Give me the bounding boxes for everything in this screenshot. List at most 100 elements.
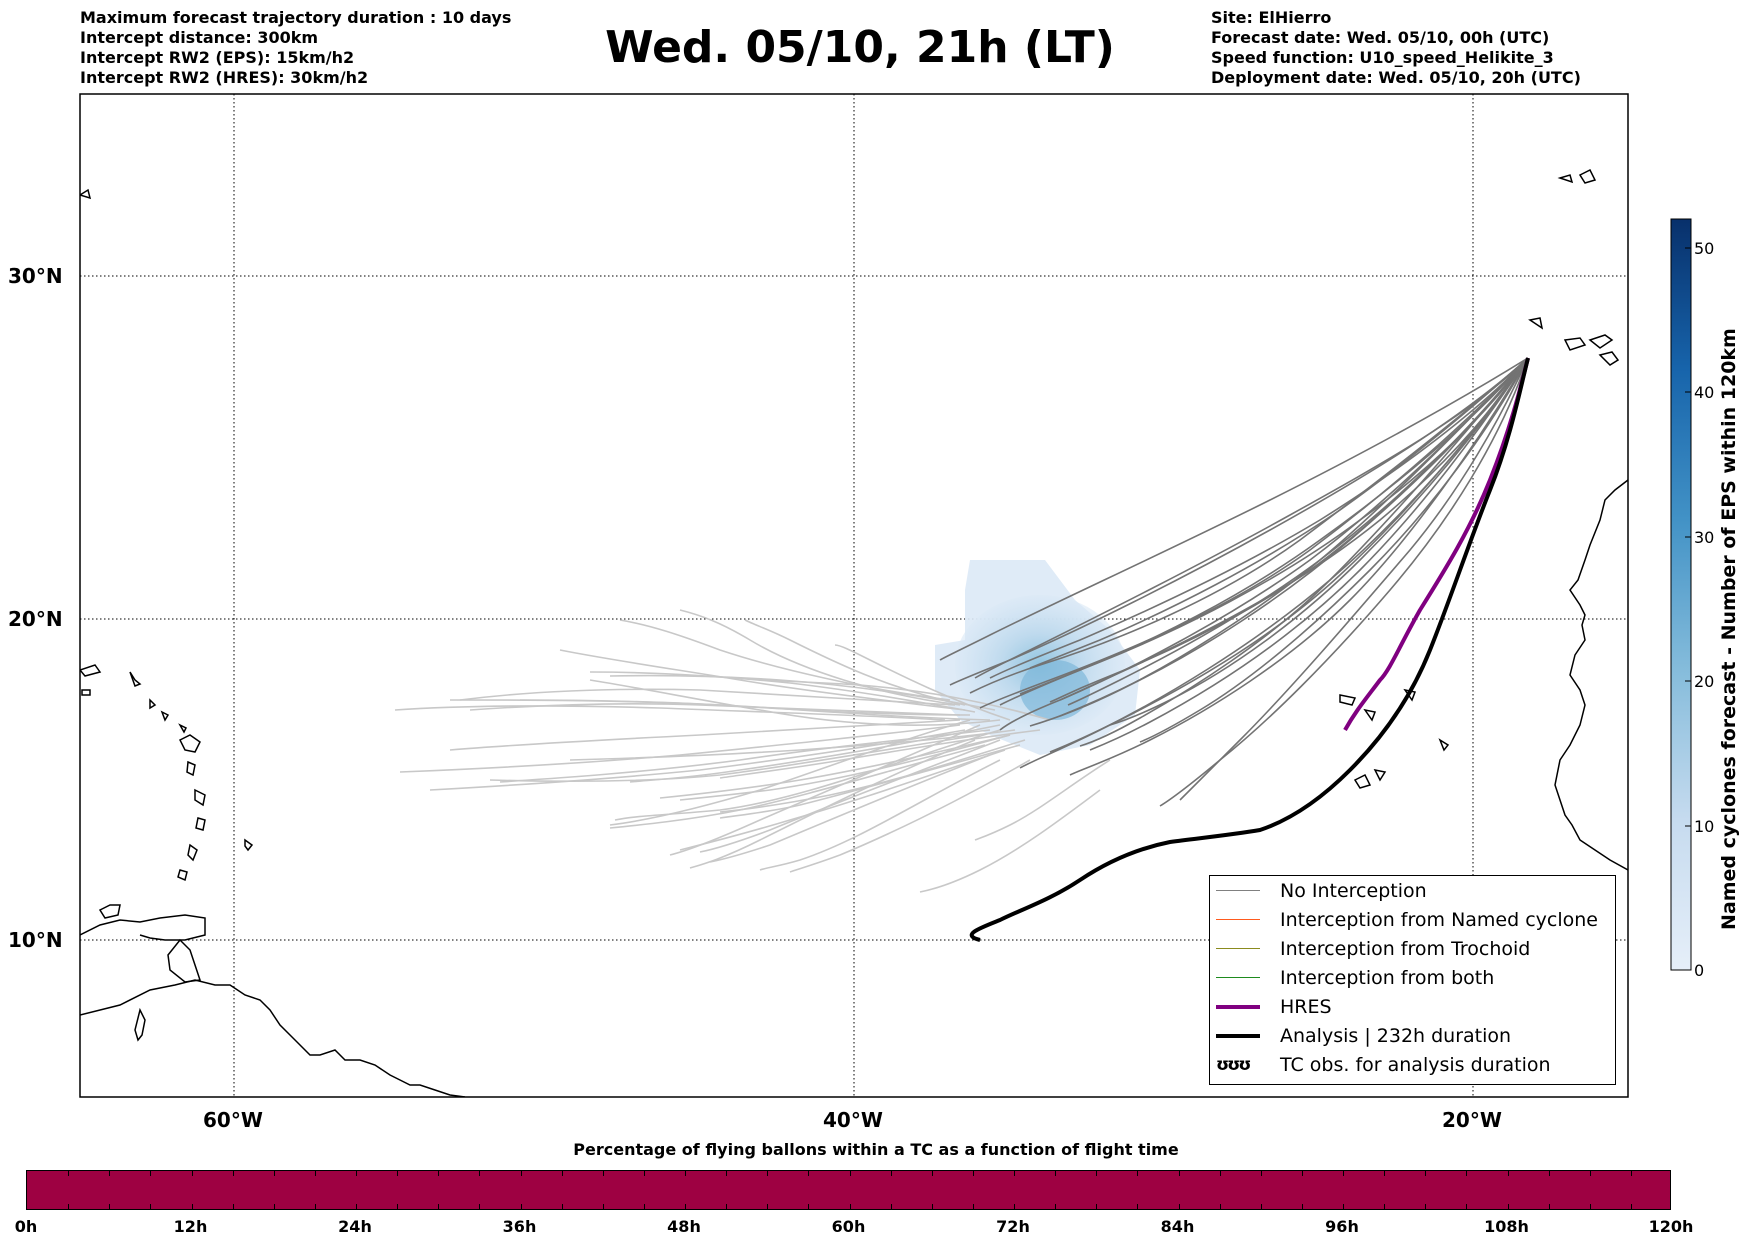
map-legend: No Interception Interception from Named … [1209, 875, 1616, 1085]
percentage-bar-minor-tick [1014, 1204, 1015, 1209]
percentage-bar-minor-tick [191, 1171, 193, 1176]
percentage-bar-minor-tick [1507, 1204, 1509, 1209]
legend-item: Interception from Trochoid [1210, 934, 1530, 963]
percentage-bar-minor-tick [931, 1171, 933, 1176]
legend-label: Interception from Named cyclone [1280, 908, 1598, 931]
percentage-tick-label: 72h [996, 1217, 1030, 1236]
percentage-bar-minor-tick [1589, 1171, 1591, 1176]
percentage-tick-label: 84h [1160, 1217, 1195, 1236]
map-title: Wed. 05/10, 21h (LT) [605, 22, 1115, 73]
percentage-bar-minor-tick [602, 1204, 604, 1209]
percentage-bar-minor-tick [520, 1171, 522, 1176]
percentage-bar-minor-tick [561, 1204, 563, 1209]
percentage-bar-minor-tick [1096, 1204, 1098, 1209]
percentage-bar-minor-tick [1137, 1171, 1139, 1176]
percentage-bar-minor-tick [68, 1171, 70, 1176]
percentage-bar-minor-tick [232, 1204, 234, 1209]
legend-item: HRES [1210, 992, 1332, 1021]
percentage-bar-minor-tick [1384, 1204, 1386, 1209]
colorbar-tick-label: 20 [1694, 672, 1715, 691]
percentage-tick-label: 48h [667, 1217, 701, 1236]
percentage-bar-minor-tick [643, 1171, 645, 1176]
tc-obs-symbol-icon: ʊʊʊ [1216, 1054, 1251, 1075]
percentage-bar-minor-tick [561, 1171, 563, 1176]
percentage-bar-minor-tick [1055, 1204, 1057, 1209]
colorbar [1670, 218, 1692, 971]
percentage-bar-minor-tick [1466, 1171, 1468, 1176]
percentage-bar-minor-tick [109, 1171, 111, 1176]
percentage-bar-minor-tick [1343, 1171, 1344, 1176]
legend-label: No Interception [1280, 879, 1427, 902]
percentage-bar-minor-tick [1589, 1204, 1591, 1209]
percentage-bar-minor-tick [972, 1204, 974, 1209]
legend-item: No Interception [1210, 876, 1427, 905]
percentage-bar-minor-tick [1343, 1204, 1344, 1209]
percentage-tick-label: 0h [14, 1217, 38, 1236]
header-line: Deployment date: Wed. 05/10, 20h (UTC) [1211, 68, 1581, 87]
legend-label: Interception from Trochoid [1280, 937, 1531, 960]
legend-label: Interception from both [1280, 966, 1495, 989]
percentage-bar-minor-tick [1260, 1204, 1262, 1209]
lon-label: 40°W [823, 1108, 883, 1132]
percentage-bar-minor-tick [314, 1171, 316, 1176]
percentage-bar-minor-tick [643, 1204, 645, 1209]
percentage-bar-minor-tick [1219, 1171, 1221, 1176]
percentage-bar-minor-tick [438, 1171, 440, 1176]
percentage-bar-minor-tick [150, 1171, 152, 1176]
legend-swatch [1216, 1033, 1260, 1038]
percentage-bar-minor-tick [685, 1171, 686, 1176]
percentage-bar-minor-tick [972, 1171, 974, 1176]
legend-swatch [1216, 1004, 1260, 1009]
percentage-tick-label: 60h [831, 1217, 866, 1236]
percentage-bar-minor-tick [685, 1204, 686, 1209]
map-frame [79, 93, 1629, 1098]
trajectory-far-segments [394, 609, 1111, 893]
percentage-bar-minor-tick [808, 1204, 810, 1209]
percentage-bar-minor-tick [767, 1171, 769, 1176]
percentage-bar-minor-tick [1260, 1171, 1262, 1176]
percentage-bar-minor-tick [273, 1171, 275, 1176]
percentage-bar [26, 1170, 1671, 1210]
percentage-bar-minor-tick [1137, 1204, 1139, 1209]
header-line: Maximum forecast trajectory duration : 1… [80, 8, 512, 27]
colorbar-tick-label: 40 [1694, 383, 1715, 402]
percentage-bar-minor-tick [849, 1204, 851, 1209]
percentage-bar-minor-tick [767, 1204, 769, 1209]
percentage-bar-minor-tick [808, 1171, 810, 1176]
percentage-bar-minor-tick [1507, 1171, 1509, 1176]
percentage-bar-minor-tick [849, 1171, 851, 1176]
lon-label: 20°W [1442, 1108, 1502, 1132]
header-line: Site: ElHierro [1211, 8, 1332, 27]
legend-item: Interception from both [1210, 963, 1494, 992]
percentage-bar-minor-tick [191, 1204, 193, 1209]
percentage-bar-minor-tick [150, 1204, 152, 1209]
percentage-bar-minor-tick [726, 1204, 728, 1209]
percentage-bar-minor-tick [1301, 1171, 1303, 1176]
coastlines [80, 168, 1628, 1097]
percentage-bar-minor-tick [356, 1171, 357, 1176]
header-right: Site: ElHierro Forecast date: Wed. 05/10… [1211, 8, 1581, 88]
percentage-bar-minor-tick [1014, 1171, 1015, 1176]
percentage-bar-minor-tick [314, 1204, 316, 1209]
ensemble-trajectories [394, 357, 1529, 893]
header-left: Maximum forecast trajectory duration : 1… [80, 8, 511, 88]
legend-swatch [1216, 889, 1260, 892]
header-line: Intercept distance: 300km [80, 28, 319, 47]
percentage-bar-minor-tick [438, 1204, 440, 1209]
percentage-bar-minor-tick [1425, 1204, 1427, 1209]
percentage-tick-label: 120h [1648, 1217, 1694, 1236]
percentage-bar-minor-tick [397, 1171, 399, 1176]
legend-item: Analysis | 232h duration [1210, 1021, 1511, 1050]
percentage-bar-minor-tick [520, 1204, 522, 1209]
percentage-bar-minor-tick [1630, 1204, 1632, 1209]
header-line: Speed function: U10_speed_Helikite_3 [1211, 48, 1554, 67]
percentage-bar-minor-tick [1301, 1204, 1303, 1209]
percentage-bar-minor-tick [890, 1204, 892, 1209]
percentage-bar-minor-tick [479, 1204, 481, 1209]
percentage-bar-minor-tick [1219, 1204, 1221, 1209]
colorbar-tick-label: 0 [1694, 961, 1705, 980]
percentage-bar-minor-tick [273, 1204, 275, 1209]
lat-label: 30°N [8, 264, 63, 288]
header-line: Forecast date: Wed. 05/10, 00h (UTC) [1211, 28, 1550, 47]
